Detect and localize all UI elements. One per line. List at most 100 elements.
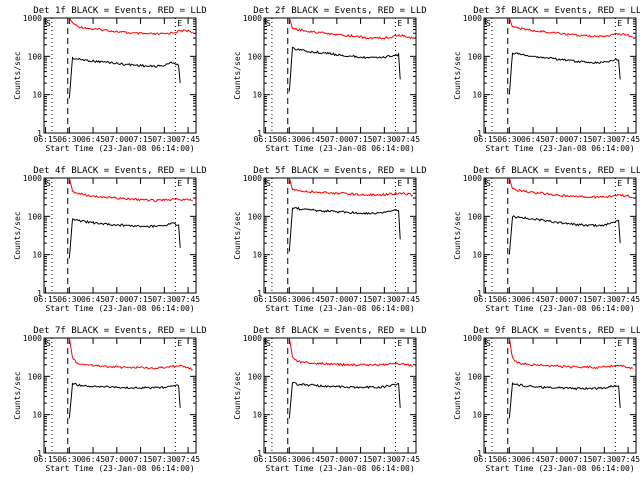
chart-panel-2: Det 2f BLACK = Events, RED = LLD 1 10 100 10…: [233, 6, 427, 153]
x-tick-label: 07:00: [105, 455, 129, 464]
events-series-line: [508, 215, 621, 255]
x-tick-label: 06:30: [277, 295, 301, 304]
y-tick-label: 10: [252, 411, 262, 420]
y-axis-label: Counts/sec: [453, 371, 462, 419]
x-tick-label: 07:00: [105, 295, 129, 304]
chart-title: Det 6f BLACK = Events, RED = LLD: [473, 166, 640, 176]
x-tick-label: 06:45: [81, 135, 105, 144]
x-tick-label: 06:15: [254, 455, 278, 464]
y-tick-label: 1: [37, 129, 42, 138]
events-series-line: [68, 56, 181, 99]
plot-frame: [43, 337, 197, 454]
x-tick-label: 06:30: [57, 295, 81, 304]
x-tick-label: 07:15: [569, 455, 593, 464]
x-tick-label: 07:45: [176, 135, 200, 144]
y-tick-label: 1: [477, 289, 482, 298]
plot-frame: [43, 177, 197, 294]
y-tick-label: 1: [477, 129, 482, 138]
start-marker: S: [46, 339, 51, 348]
events-series-line: [288, 46, 401, 92]
end-marker: E: [397, 19, 402, 28]
x-tick-label: 06:45: [301, 295, 325, 304]
plot-frame: [43, 17, 197, 134]
x-axis-label: Start Time (23-Jan-08 06:14:00): [485, 464, 634, 473]
x-axis-label: Start Time (23-Jan-08 06:14:00): [265, 144, 414, 153]
chart-panel-8: Det 8f BLACK = Events, RED = LLD 1 10 100 10…: [233, 326, 427, 473]
events-series-line: [288, 381, 401, 419]
y-axis-label: Counts/sec: [233, 51, 242, 99]
y-tick-label: 1000: [23, 14, 42, 23]
x-tick-label: 06:30: [57, 455, 81, 464]
x-tick-label: 07:15: [349, 135, 373, 144]
y-axis-label: Counts/sec: [453, 51, 462, 99]
chart-title: Det 1f BLACK = Events, RED = LLD: [33, 6, 206, 16]
y-tick-label: 100: [28, 52, 43, 61]
chart-title: Det 3f BLACK = Events, RED = LLD: [473, 6, 640, 16]
chart-panel-6: Det 6f BLACK = Events, RED = LLD 1 10 100 10…: [453, 166, 640, 313]
y-tick-label: 1000: [243, 174, 262, 183]
y-tick-label: 10: [32, 251, 42, 260]
y-tick-label: 1: [257, 449, 262, 458]
x-tick-label: 07:15: [349, 295, 373, 304]
plot-frame: [483, 17, 637, 134]
x-tick-label: 07:45: [176, 295, 200, 304]
chart-title: Det 7f BLACK = Events, RED = LLD: [33, 326, 206, 336]
y-tick-label: 10: [472, 251, 482, 260]
x-tick-label: 07:30: [372, 295, 396, 304]
x-tick-label: 06:15: [474, 295, 498, 304]
y-tick-label: 100: [248, 372, 263, 381]
y-tick-label: 100: [468, 212, 483, 221]
y-tick-label: 1: [477, 449, 482, 458]
chart-title: Det 4f BLACK = Events, RED = LLD: [33, 166, 206, 176]
y-tick-label: 10: [252, 91, 262, 100]
events-series-line: [68, 218, 181, 259]
x-tick-label: 07:45: [616, 455, 640, 464]
start-marker: S: [266, 339, 271, 348]
lld-series-line: [508, 17, 633, 38]
y-tick-label: 100: [468, 52, 483, 61]
lld-series-line: [288, 337, 414, 367]
x-tick-label: 06:30: [277, 135, 301, 144]
plot-frame: [263, 177, 417, 294]
y-axis-label: Counts/sec: [13, 371, 22, 419]
x-tick-label: 07:30: [592, 295, 616, 304]
y-tick-label: 1: [257, 129, 262, 138]
x-tick-label: 06:15: [254, 295, 278, 304]
y-tick-label: 1: [257, 289, 262, 298]
y-tick-label: 1000: [243, 14, 262, 23]
x-tick-label: 07:00: [545, 295, 569, 304]
end-marker: E: [397, 179, 402, 188]
x-axis-label: Start Time (23-Jan-08 06:14:00): [45, 464, 194, 473]
x-tick-label: 07:30: [592, 455, 616, 464]
y-tick-label: 1000: [463, 334, 482, 343]
x-tick-label: 07:30: [152, 295, 176, 304]
x-tick-label: 06:30: [497, 135, 521, 144]
x-axis-label: Start Time (23-Jan-08 06:14:00): [45, 144, 194, 153]
end-marker: E: [177, 179, 182, 188]
x-tick-label: 07:15: [129, 455, 153, 464]
x-tick-label: 07:00: [325, 455, 349, 464]
end-marker: E: [177, 19, 182, 28]
x-tick-label: 07:15: [129, 135, 153, 144]
y-tick-label: 10: [32, 411, 42, 420]
plot-frame: [263, 17, 417, 134]
x-tick-label: 07:30: [372, 455, 396, 464]
chart-panel-5: Det 5f BLACK = Events, RED = LLD 1 10 100 10…: [233, 166, 427, 313]
y-axis-label: Counts/sec: [13, 51, 22, 99]
x-tick-label: 06:45: [81, 295, 105, 304]
x-tick-label: 06:30: [57, 135, 81, 144]
events-series-line: [508, 381, 621, 419]
chart-title: Det 5f BLACK = Events, RED = LLD: [253, 166, 426, 176]
y-tick-label: 1000: [463, 174, 482, 183]
chart-panel-4: Det 4f BLACK = Events, RED = LLD 1 10 100 10…: [13, 166, 207, 313]
lld-series-line: [508, 337, 634, 370]
x-tick-label: 07:30: [152, 135, 176, 144]
x-axis-label: Start Time (23-Jan-08 06:14:00): [485, 144, 634, 153]
y-tick-label: 100: [468, 372, 483, 381]
y-axis-label: Counts/sec: [233, 371, 242, 419]
x-tick-label: 06:15: [34, 455, 58, 464]
chart-panel-9: Det 9f BLACK = Events, RED = LLD 1 10 100 10…: [453, 326, 640, 473]
lld-series-line: [68, 177, 193, 202]
y-tick-label: 10: [252, 251, 262, 260]
